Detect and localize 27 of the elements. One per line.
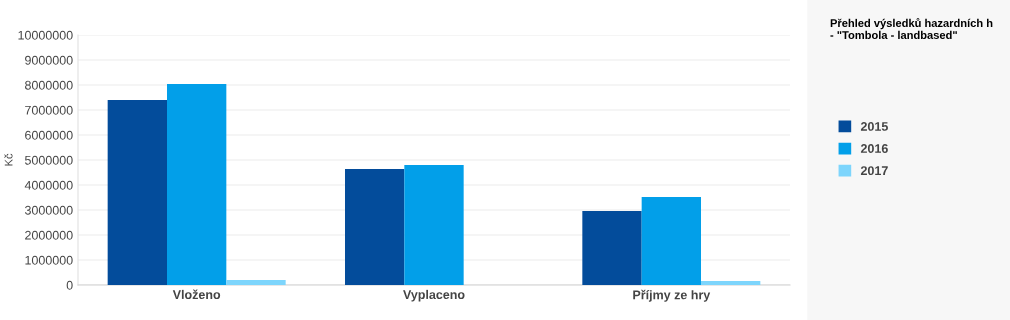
- bar: [167, 84, 227, 285]
- y-tick-label: 10000000: [18, 30, 73, 40]
- y-tick-label: 9000000: [25, 55, 73, 65]
- y-tick-label: 5000000: [24, 155, 73, 165]
- x-tick-label: Vyplaceno: [403, 289, 465, 302]
- x-tick-label: Vloženo: [172, 289, 221, 300]
- y-tick-label: 0: [66, 280, 73, 290]
- bar: [582, 211, 642, 285]
- y-tick-label: 4000000: [24, 180, 73, 190]
- bar: [107, 100, 167, 285]
- legend-label: 2016: [860, 144, 888, 153]
- legend-label: 2015: [860, 122, 888, 131]
- bar: [345, 169, 405, 285]
- text: Přehled výsledků hazardních h - "Tombola - landbased": [830, 18, 993, 39]
- bar: [226, 280, 286, 285]
- y-tick-label: 8000000: [25, 80, 73, 90]
- legend-label: 2017: [860, 166, 888, 176]
- y-tick-label: 3000000: [24, 205, 73, 215]
- x-tick-label: Příjmy ze hry: [633, 289, 711, 302]
- bar: [641, 197, 701, 285]
- y-tick-label: 7000000: [25, 105, 73, 115]
- bar: [404, 165, 464, 285]
- bar: [701, 281, 761, 285]
- y-tick-label: 2000000: [25, 230, 73, 240]
- y-tick-label: 6000000: [25, 130, 73, 140]
- y-tick-label: 1000000: [25, 255, 73, 265]
- y-axis-title: Kč: [4, 153, 13, 166]
